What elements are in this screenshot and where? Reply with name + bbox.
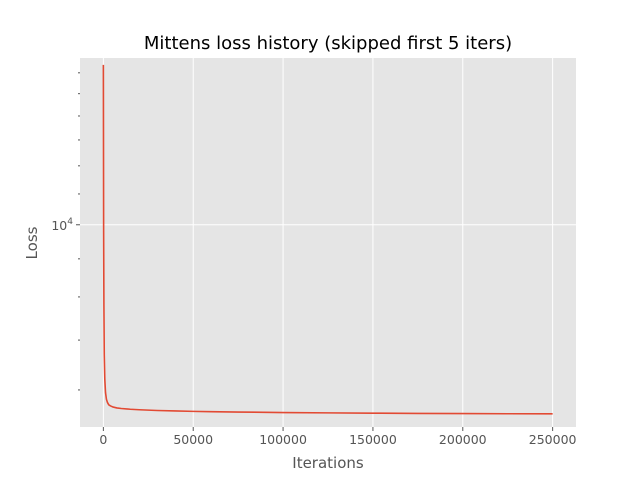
series-layer xyxy=(102,64,553,415)
y-tick-label: 104 xyxy=(51,217,73,233)
grid-layer xyxy=(80,58,576,427)
chart-title: Mittens loss history (skipped first 5 it… xyxy=(144,33,512,54)
y-tick-label-base: 10 xyxy=(51,218,67,233)
tick-layer: 0 50000 100000 150000 200000 250000 104 xyxy=(51,72,577,447)
x-tick-label: 50000 xyxy=(173,432,213,447)
x-tick-label: 150000 xyxy=(349,432,397,447)
plot-area xyxy=(80,58,576,427)
x-axis-label: Iterations xyxy=(292,454,364,472)
y-tick-label-exponent: 4 xyxy=(67,217,73,227)
x-tick-label: 200000 xyxy=(439,432,487,447)
x-tick-label: 100000 xyxy=(259,432,307,447)
loss-series-line xyxy=(102,64,553,415)
y-axis-label: Loss xyxy=(23,226,41,259)
x-tick-label: 0 xyxy=(99,432,107,447)
x-tick-label: 250000 xyxy=(529,432,577,447)
